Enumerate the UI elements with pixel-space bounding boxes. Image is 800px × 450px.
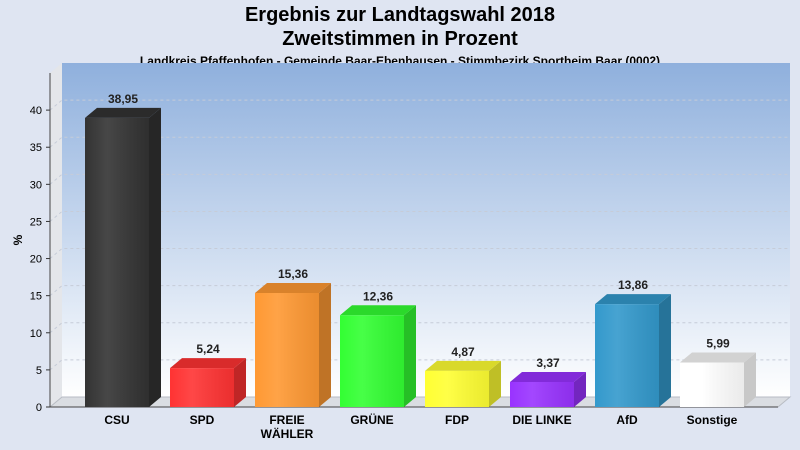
gridline [49,359,790,371]
bar-side [744,352,756,407]
x-tick-label: WÄHLER [261,426,314,441]
bar-top [680,352,756,363]
gridline [49,173,790,185]
bar-shine [425,370,489,407]
bar-side [659,294,671,407]
x-tick-label: FDP [445,413,469,427]
bar-side [149,107,161,407]
plot-floor [48,396,792,408]
bar-side [489,360,501,407]
bar-top [510,371,586,382]
y-axis-label: % [11,234,25,245]
gridline [49,285,790,297]
bar-shine [85,117,149,407]
bar-side [319,282,331,407]
bar-top [255,282,331,293]
y-tick-label: 10 [30,328,42,340]
y-tick-label: 30 [30,179,42,191]
data-label: 13,86 [618,278,648,292]
y-tick-label: 0 [36,402,42,414]
data-label: 3,37 [536,356,560,370]
gridline [49,99,790,111]
y-tick-label: 20 [30,254,42,266]
data-label: 5,99 [706,337,730,351]
gridline [49,322,790,334]
bar-shine [340,315,404,407]
bar-shine [510,381,574,407]
bar-top [170,358,246,369]
bar-top [595,294,671,305]
bar-top [85,107,161,118]
x-tick-label: DIE LINKE [512,413,571,427]
bar-side [404,305,416,407]
y-tick-label: 5 [36,365,42,377]
bar-shine [680,362,744,407]
plot-side-wall [50,63,62,407]
plot-back-wall [62,63,790,397]
data-label: 4,87 [451,345,475,359]
y-tick-label: 35 [30,142,42,154]
x-tick-label: CSU [104,413,129,427]
bar-side [574,371,586,407]
bar-top [425,360,501,371]
data-label: 15,36 [278,267,308,281]
bar-shine [255,292,319,407]
x-tick-label: FREIE [269,413,304,427]
chart-subtitle: Zweitstimmen in Prozent [282,28,518,50]
bar-top [340,305,416,316]
gridline [49,210,790,222]
y-tick-label: 15 [30,291,42,303]
x-tick-label: Sonstige [687,413,738,427]
data-label: 38,95 [108,92,138,106]
bar-shine [170,368,234,407]
x-tick-label: SPD [190,413,215,427]
y-tick-label: 40 [30,105,42,117]
x-tick-label: GRÜNE [350,412,393,427]
y-tick-label: 25 [30,216,42,228]
bar-side [234,358,246,407]
gridline [49,136,790,148]
bar-shine [595,304,659,407]
chart-title: Ergebnis zur Landtagswahl 2018 [244,4,556,26]
data-label: 5,24 [196,342,220,356]
gridline [49,248,790,259]
x-tick-label: AfD [616,413,638,427]
data-label: 12,36 [363,289,393,303]
